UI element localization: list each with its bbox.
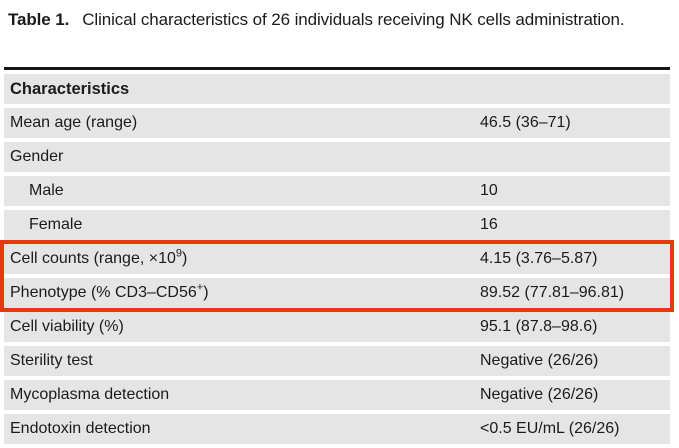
table-row-cell-viability: Cell viability (%) 95.1 (87.8–98.6): [4, 312, 670, 342]
row-label: Endotoxin detection: [10, 420, 151, 437]
row-label: Mycoplasma detection: [10, 386, 170, 403]
table-caption: Table 1. Clinical characteristics of 26 i…: [8, 7, 656, 33]
header-characteristics: Characteristics: [10, 80, 130, 98]
table-number-label: Table 1.: [8, 10, 70, 29]
table-row-endotoxin-detection: Endotoxin detection <0.5 EU/mL (26/26): [4, 414, 670, 444]
row-value: <0.5 EU/mL (26/26): [480, 420, 620, 437]
row-label: Mean age (range): [10, 114, 138, 131]
table-row-sterility-test: Sterility test Negative (26/26): [4, 346, 670, 376]
row-value: 16: [480, 216, 498, 233]
clinical-characteristics-table: Characteristics Mean age (range) 46.5 (3…: [0, 67, 674, 448]
row-label-pre: Cell counts (range, ×10: [10, 250, 176, 267]
row-value: 46.5 (36–71): [480, 114, 571, 131]
row-value: 10: [480, 182, 498, 199]
table-caption-text: Clinical characteristics of 26 individua…: [82, 10, 625, 29]
row-value: Negative (26/26): [480, 352, 599, 369]
row-value: 89.52 (77.81–96.81): [480, 284, 625, 301]
row-label: Female: [29, 216, 83, 233]
row-value: 95.1 (87.8–98.6): [480, 318, 598, 335]
table-row-phenotype: Phenotype (% CD3–CD56+) 89.52 (77.81–96.…: [4, 278, 670, 308]
table-top-rule: [4, 67, 670, 70]
row-label: Male: [29, 182, 64, 199]
row-value: Negative (26/26): [480, 386, 599, 403]
table-row-mean-age: Mean age (range) 46.5 (36–71): [4, 108, 670, 138]
row-label: Sterility test: [10, 352, 93, 369]
table-row-gender: Gender: [4, 142, 670, 172]
highlight-box: Cell counts (range, ×109) 4.15 (3.76–5.8…: [0, 240, 674, 312]
row-value: 4.15 (3.76–5.87): [480, 250, 598, 267]
table-row-male: Male 10: [4, 176, 670, 206]
table-row-cell-counts: Cell counts (range, ×109) 4.15 (3.76–5.8…: [4, 244, 670, 274]
row-label: Gender: [10, 148, 64, 165]
table-row-female: Female 16: [4, 210, 670, 240]
table-row-mycoplasma-detection: Mycoplasma detection Negative (26/26): [4, 380, 670, 410]
row-label-superscript: 9: [175, 247, 182, 260]
row-label: Cell viability (%): [10, 318, 124, 335]
row-label-post: ): [182, 250, 188, 267]
row-label: Phenotype (% CD3–CD56+): [10, 278, 480, 308]
row-label-superscript: +: [196, 281, 204, 294]
row-label-post: ): [203, 284, 209, 301]
row-label-pre: Phenotype (% CD3–CD56: [10, 284, 197, 301]
row-label: Cell counts (range, ×109): [10, 244, 480, 274]
table-header-row: Characteristics: [4, 74, 670, 104]
